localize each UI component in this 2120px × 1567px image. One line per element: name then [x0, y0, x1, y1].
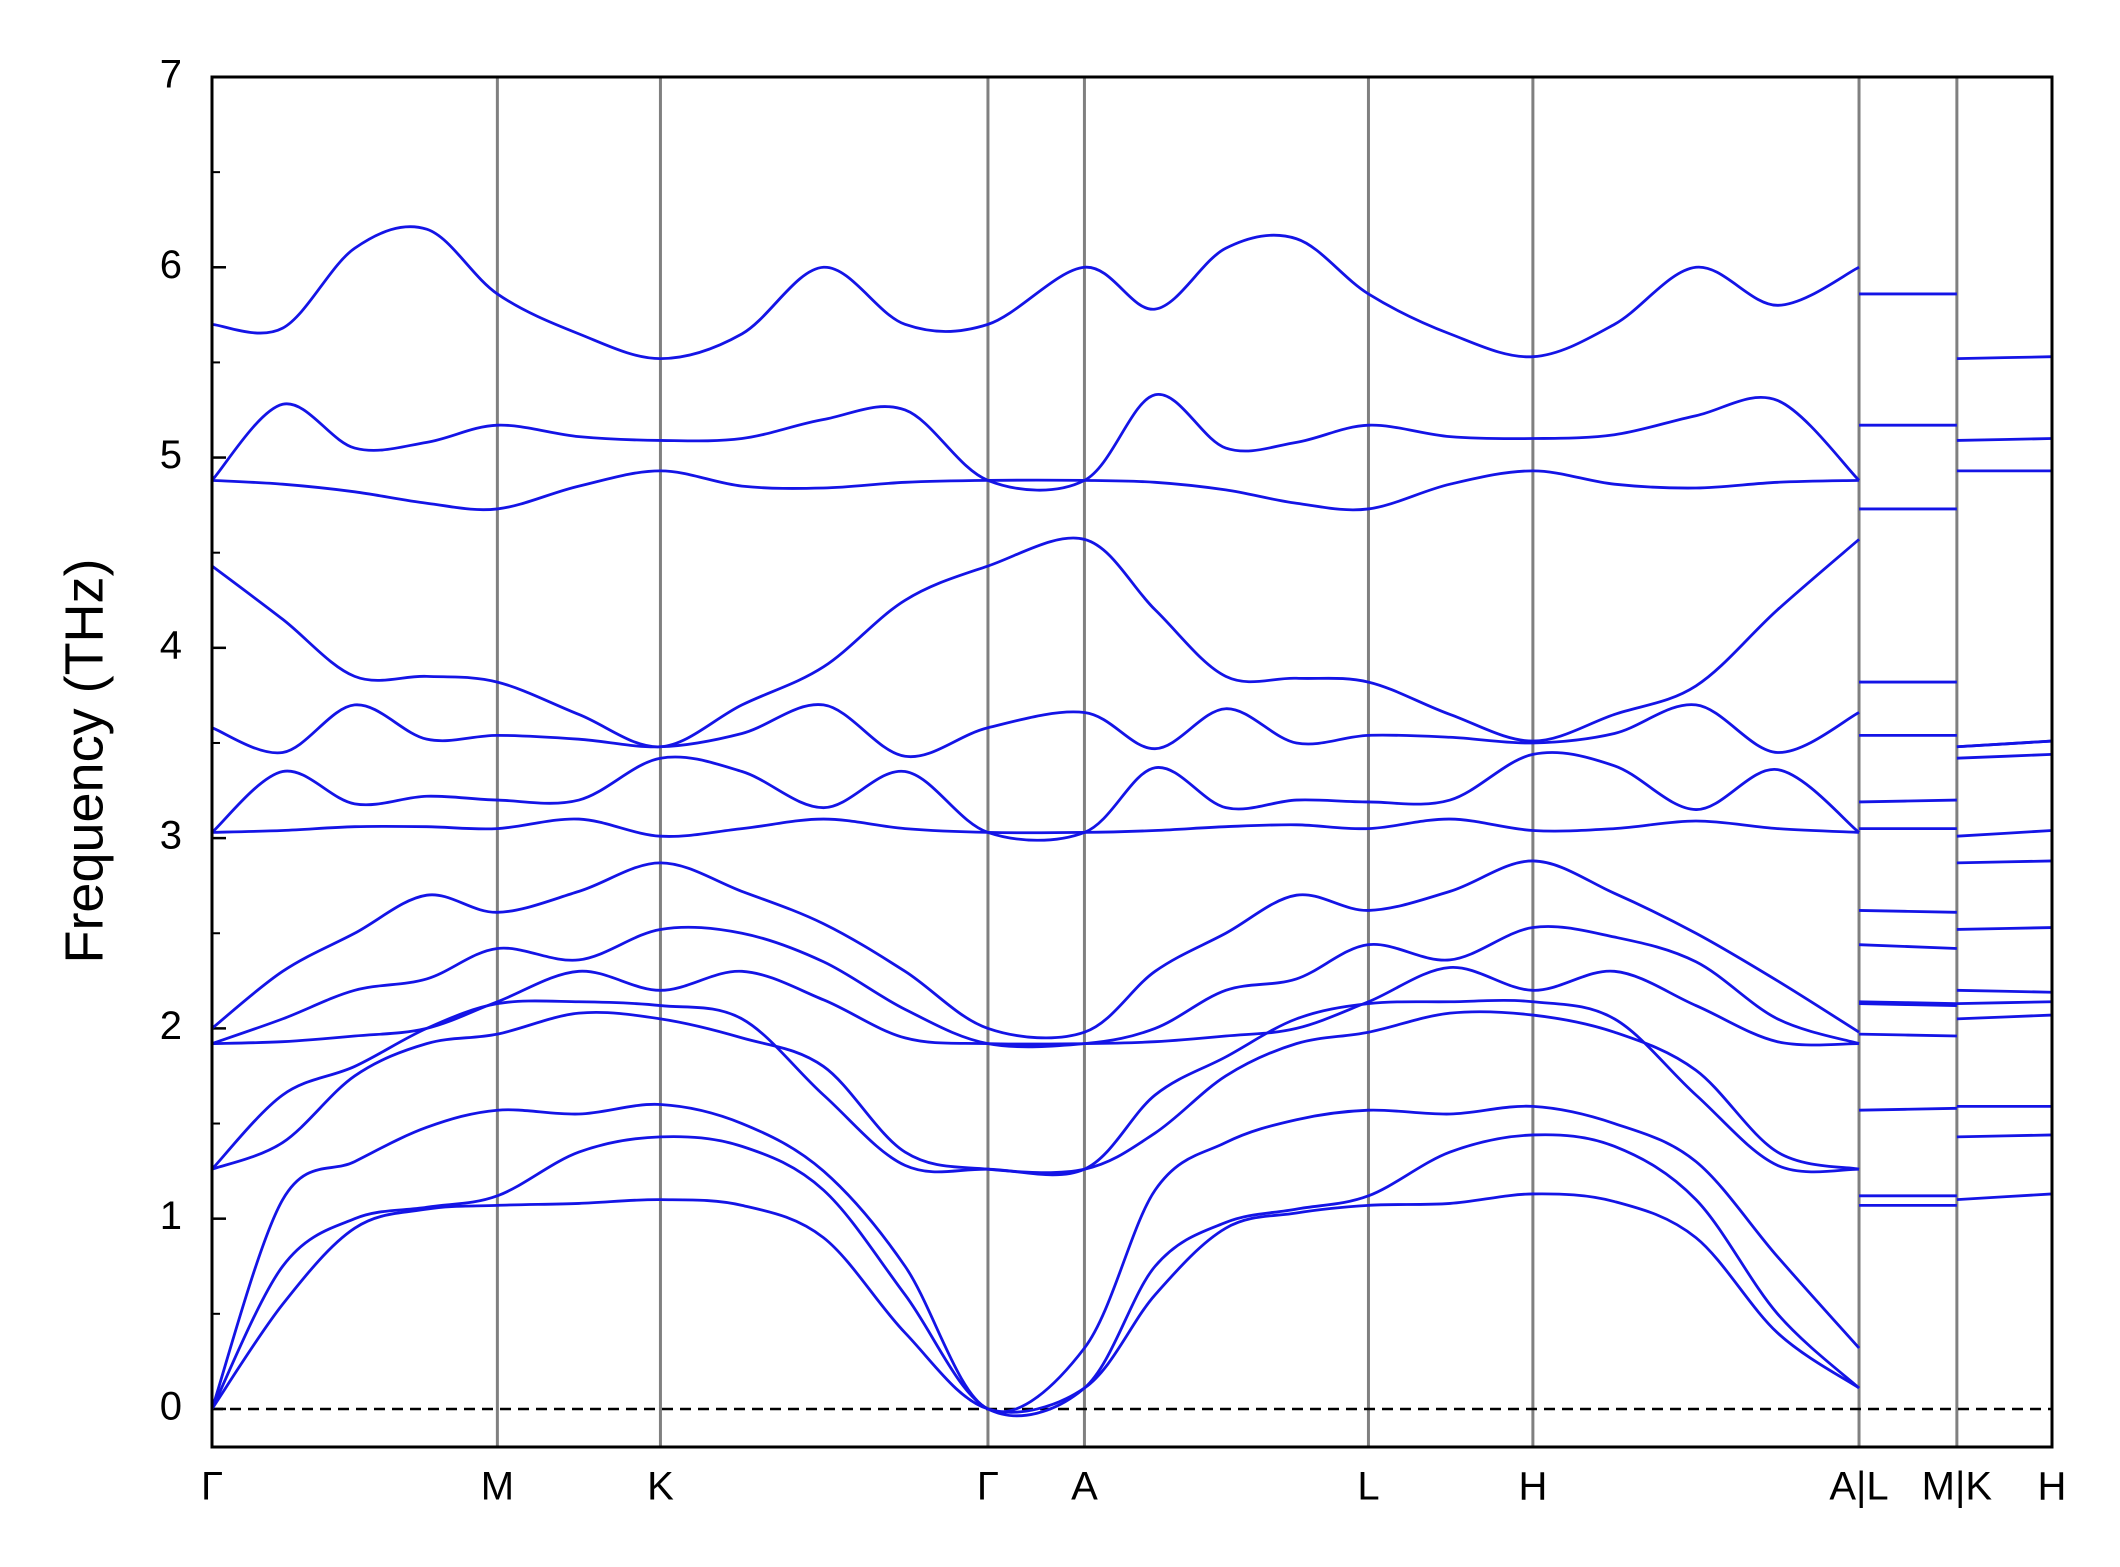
band-line	[210, 1133, 2053, 1418]
y-tick-label: 5	[160, 433, 182, 477]
x-tick-label: M|K	[1922, 1465, 1993, 1509]
y-tick-label: 4	[160, 623, 182, 667]
band-line	[211, 925, 2053, 1049]
band-line	[211, 817, 2053, 838]
plot-frame	[210, 75, 2054, 1449]
y-tick-label: 7	[160, 53, 182, 97]
x-tick-label: Γ	[201, 1465, 223, 1509]
y-tick-label: 1	[160, 1194, 182, 1238]
y-tick-label: 6	[160, 243, 182, 287]
x-tick-label: A|L	[1829, 1465, 1888, 1509]
band-line	[210, 999, 2053, 1177]
x-tick-label: Γ	[977, 1465, 999, 1509]
x-tick-label: H	[1518, 1465, 1547, 1509]
band-line	[210, 1102, 2052, 1414]
y-tick-label: 2	[160, 1004, 182, 1048]
band-line	[211, 469, 2052, 512]
x-tick-label: M	[481, 1465, 514, 1509]
y-tick-label: 0	[160, 1385, 182, 1429]
band-line	[211, 966, 2053, 1047]
band-line	[211, 225, 2053, 361]
band-line	[210, 393, 2053, 492]
y-tick-label: 3	[160, 814, 182, 858]
x-tick-label: K	[647, 1465, 674, 1509]
band-line	[211, 703, 2053, 759]
band-line	[210, 1192, 2053, 1414]
x-tick-label: A	[1071, 1465, 1098, 1509]
x-tick-label: H	[2038, 1465, 2067, 1509]
band-line	[211, 859, 2053, 1040]
band-line	[211, 751, 2053, 842]
x-tick-label: L	[1357, 1465, 1379, 1509]
y-axis-label: Frequency (THz)	[54, 558, 114, 963]
band-line	[211, 536, 2053, 749]
